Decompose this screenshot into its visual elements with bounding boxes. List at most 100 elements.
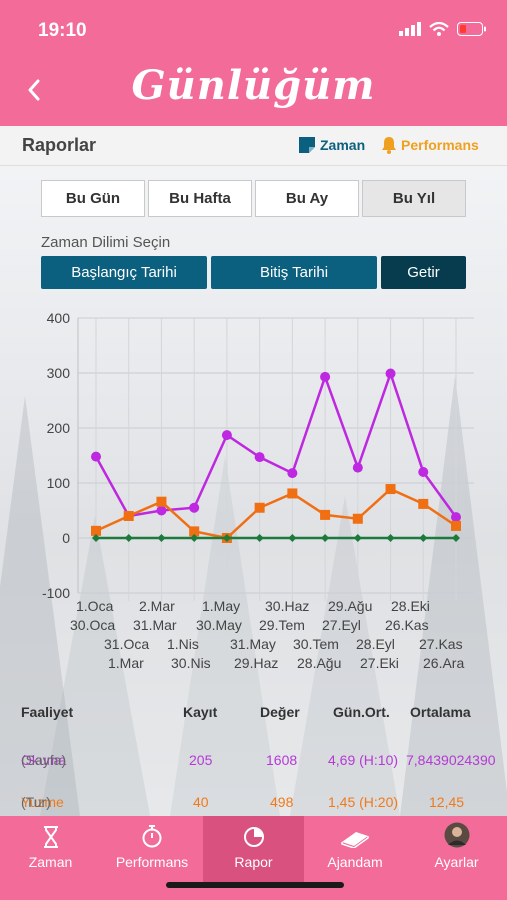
row-activity: Yuzme (21, 794, 64, 810)
data-point (254, 452, 265, 463)
data-point (254, 502, 265, 513)
app-header: Günlüğüm (0, 60, 507, 126)
row-unit: (Sayfa) (21, 752, 67, 768)
end-date-button[interactable]: Bitiş Tarihi (211, 256, 377, 289)
report-content: Raporlar Zaman Performans Bu Gün Bu Haft… (0, 126, 507, 816)
legend-zaman[interactable]: Zaman (298, 136, 365, 154)
header-value: Değer (260, 704, 300, 720)
row-activity: Okuma (21, 752, 67, 768)
tab-label: Rapor (234, 854, 273, 870)
tab-ayarlar[interactable]: Ayarlar (406, 816, 507, 882)
row-daily-avg: 4,69 (H:10) (328, 752, 399, 768)
app-title: Günlüğüm (131, 62, 376, 109)
data-point (189, 502, 200, 513)
x-tick-label: 29.Haz (234, 655, 278, 671)
hourglass-icon (43, 826, 58, 848)
data-point (287, 468, 298, 479)
signal-icon (399, 22, 421, 36)
fetch-button[interactable]: Getir (381, 256, 466, 289)
series-line (94, 369, 458, 518)
stats-header: Faaliyet Kayıt Değer Gün.Ort. Ortalama (0, 696, 507, 732)
series-line (95, 487, 457, 540)
data-point (352, 513, 363, 524)
x-tick-label: 31.Oca (104, 636, 149, 652)
header-count: Kayıt (183, 704, 218, 720)
tab-label: Zaman (28, 854, 73, 870)
x-tick-label: 31.May (230, 636, 276, 652)
header-average: Ortalama (410, 704, 471, 720)
x-tick-label: 29.Tem (259, 617, 305, 633)
y-tick-label: 300 (47, 365, 71, 381)
data-point (92, 534, 100, 542)
x-tick-label: 1.Mar (108, 655, 144, 671)
x-tick-label: 29.Ağu (328, 598, 372, 614)
y-tick-label: 200 (47, 420, 71, 436)
x-tick-label: 27.Eyl (322, 617, 361, 633)
tab-bu-yil[interactable]: Bu Yıl (362, 180, 466, 217)
data-point (123, 511, 134, 521)
tab-rapor[interactable]: Rapor (203, 816, 304, 882)
data-point (419, 534, 428, 542)
pie-chart-icon (243, 827, 264, 847)
x-tick-label: 2.Mar (139, 598, 175, 614)
legend-performans[interactable]: Performans (381, 136, 479, 154)
book-icon (341, 832, 369, 848)
y-tick-label: -100 (42, 585, 70, 601)
x-tick-label: 31.Mar (133, 617, 177, 633)
start-date-button[interactable]: Başlangıç Tarihi (41, 256, 207, 289)
legend-zaman-label: Zaman (320, 137, 366, 153)
period-tabs: Bu Gün Bu Hafta Bu Ay Bu Yıl (41, 180, 466, 217)
x-tick-label: 27.Eki (360, 655, 399, 671)
data-point (451, 512, 461, 523)
row-count: 205 (189, 752, 213, 768)
data-point (156, 496, 167, 507)
stopwatch-icon (142, 825, 162, 848)
tab-zaman[interactable]: Zaman (0, 816, 101, 882)
data-point (157, 534, 166, 542)
back-button[interactable] (22, 78, 46, 108)
tab-performans[interactable]: Performans (101, 816, 203, 882)
line-chart: 400 300 200 100 0 -100 1.Oca 2.Mar 1.May 30.Haz 29… (42, 310, 474, 671)
x-tick-label: 30.Oca (70, 617, 115, 633)
data-point (418, 498, 429, 509)
avatar-icon (444, 822, 469, 848)
data-point (320, 371, 331, 382)
x-tick-label: 30.Haz (265, 598, 309, 614)
wifi-icon (429, 22, 449, 36)
data-point (386, 534, 395, 542)
x-tick-label: 30.May (196, 617, 242, 633)
data-point (287, 488, 298, 499)
x-tick-label: 30.Nis (171, 655, 211, 671)
header-daily-avg: Gün.Ort. (333, 704, 390, 720)
row-value: 498 (270, 794, 294, 810)
range-buttons: Başlangıç Tarihi Bitiş Tarihi Getir (41, 256, 466, 289)
data-point (189, 526, 200, 537)
x-tick-label: 28.Ağu (297, 655, 341, 671)
tab-bu-ay[interactable]: Bu Ay (255, 180, 359, 217)
data-point (418, 467, 429, 477)
data-point (222, 534, 231, 542)
battery-icon (457, 22, 486, 36)
table-row[interactable]: Yuzme (Tur) 40 498 1,45 (H:20) 12,45 (0, 786, 507, 816)
x-tick-label: 26.Kas (385, 617, 429, 633)
tab-label: Ayarlar (434, 854, 479, 870)
tab-label: Ajandam (327, 854, 383, 870)
header-activity: Faaliyet (21, 704, 74, 720)
tab-bu-gun[interactable]: Bu Gün (41, 180, 145, 217)
data-point (91, 525, 101, 536)
data-point (124, 534, 133, 542)
row-unit: (Tur) (21, 794, 51, 810)
status-icons (399, 22, 487, 36)
home-indicator (166, 882, 344, 888)
tab-bu-hafta[interactable]: Bu Hafta (148, 180, 252, 217)
x-tick-label: 1.Nis (167, 636, 199, 652)
chevron-left-icon (28, 79, 40, 101)
status-bar: 19:10 (0, 0, 507, 60)
data-point (385, 484, 396, 495)
data-point (320, 509, 331, 520)
table-row[interactable]: Okuma (Sayfa) 205 1608 4,69 (H:10) 7,843… (0, 744, 507, 780)
row-average: 7,8439024390 (406, 752, 496, 768)
data-point (353, 534, 362, 542)
tab-ajandam[interactable]: Ajandam (304, 816, 406, 882)
y-tick-label: 400 (47, 310, 71, 326)
